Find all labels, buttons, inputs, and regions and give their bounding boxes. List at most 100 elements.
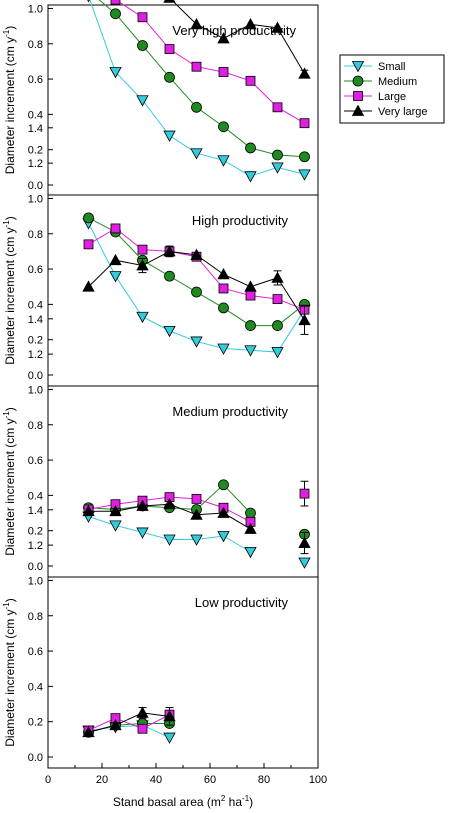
data-point [298, 313, 311, 326]
x-tick-label: 0 [45, 774, 51, 786]
series-very-large [82, 706, 176, 738]
data-point [299, 488, 310, 499]
y-axis-title: Diameter increment (cm y-1) [2, 216, 17, 365]
data-point [272, 149, 283, 161]
series-very-large [82, 497, 311, 555]
series-small [87, 0, 311, 183]
data-point [271, 162, 284, 174]
data-point [110, 223, 121, 234]
y-tick-label: 0.0 [28, 180, 43, 192]
series-line [88, 714, 170, 731]
data-point [164, 270, 175, 282]
data-point [218, 67, 229, 77]
y-tick-label: 0.6 [28, 264, 43, 276]
data-point [244, 522, 257, 534]
y-tick-label: 0.2 [28, 145, 43, 157]
x-tick-label: 100 [309, 774, 327, 786]
data-point [137, 244, 148, 255]
y-tick-label: 0.4 [28, 490, 43, 502]
data-point [217, 155, 230, 167]
data-point [82, 725, 95, 738]
data-point [83, 212, 94, 224]
series-very-large [163, 0, 311, 79]
series-medium [83, 718, 175, 738]
y-tick-label: 1.4 [28, 123, 43, 135]
legend-label: Very large [378, 106, 428, 118]
data-point [298, 169, 311, 181]
y-tick-label: 1.0 [28, 575, 43, 587]
data-point [136, 499, 149, 511]
data-point [109, 504, 122, 517]
y-tick-label: 0.8 [28, 611, 43, 623]
data-point [110, 8, 121, 20]
data-point [163, 710, 176, 722]
data-point [245, 507, 256, 519]
data-point [110, 0, 121, 5]
data-point [137, 723, 148, 734]
data-point [298, 536, 311, 548]
y-tick-label: 0.6 [28, 455, 43, 467]
series-large [83, 709, 175, 736]
y-tick-label: 0.6 [28, 74, 43, 86]
y-tick-label: 0.0 [28, 752, 43, 764]
data-point [244, 546, 257, 559]
y-tick-label: 1.4 [28, 314, 43, 326]
panel-title: Low productivity [195, 595, 289, 610]
data-point [190, 534, 203, 546]
data-point [163, 245, 176, 257]
y-tick-label: 1.0 [28, 193, 43, 205]
data-point [87, 0, 90, 3]
data-point [218, 479, 229, 491]
y-tick-label: 0.2 [28, 526, 43, 538]
data-point [83, 239, 94, 250]
y-tick-label: 1.2 [28, 349, 43, 361]
data-point [190, 248, 203, 260]
y-axis-title: Diameter increment (cm y-1) [2, 598, 17, 747]
data-point [137, 12, 148, 23]
data-point [164, 44, 175, 54]
y-axis-title: Diameter increment (cm y-1) [2, 26, 17, 175]
data-point [244, 171, 257, 183]
y-tick-label: 1.4 [28, 505, 43, 517]
data-point [163, 497, 176, 510]
data-point [190, 336, 203, 348]
legend-marker [352, 75, 364, 87]
x-tick-label: 20 [96, 774, 108, 786]
x-tick-label: 80 [258, 774, 270, 786]
legend-label: Medium [378, 76, 417, 88]
data-point [137, 40, 148, 51]
y-axis-title: Diameter increment (cm y-1) [2, 407, 17, 556]
data-point [244, 280, 257, 292]
panel-3: 0.0 0.2 0.4 0.6 0.8 1.0 1.2 1.4 Diameter increme… [2, 314, 318, 573]
series-large [83, 223, 310, 315]
data-point [190, 17, 203, 30]
series-line [88, 712, 170, 733]
data-point [299, 118, 310, 129]
data-point [109, 520, 122, 532]
data-point [244, 17, 257, 30]
data-point [298, 557, 311, 569]
data-point [82, 280, 95, 292]
y-tick-label: 0.6 [28, 646, 43, 658]
data-point [245, 75, 256, 86]
data-point [299, 151, 310, 163]
panel-title: High productivity [192, 213, 289, 228]
panel-4: 0.0 0.2 0.4 0.6 0.8 1.0 1.2 1.4 Diameter increme… [2, 505, 318, 764]
series-small [82, 511, 311, 569]
data-point [109, 271, 122, 283]
legend-marker [351, 61, 365, 73]
data-point [271, 271, 284, 283]
data-point [136, 706, 149, 718]
data-point [163, 130, 176, 142]
data-point [163, 325, 176, 338]
x-tick-label: 60 [204, 774, 216, 786]
data-point [163, 534, 176, 546]
data-point [109, 253, 122, 266]
data-point [271, 347, 284, 359]
data-point [245, 320, 256, 331]
y-tick-label: 0.2 [28, 717, 43, 729]
panel-1: 0.00.20.40.60.81.01.21.41.6Diameter incr… [2, 0, 311, 192]
data-point [191, 61, 202, 72]
y-tick-label: 0.0 [28, 561, 43, 573]
data-point [217, 268, 230, 280]
